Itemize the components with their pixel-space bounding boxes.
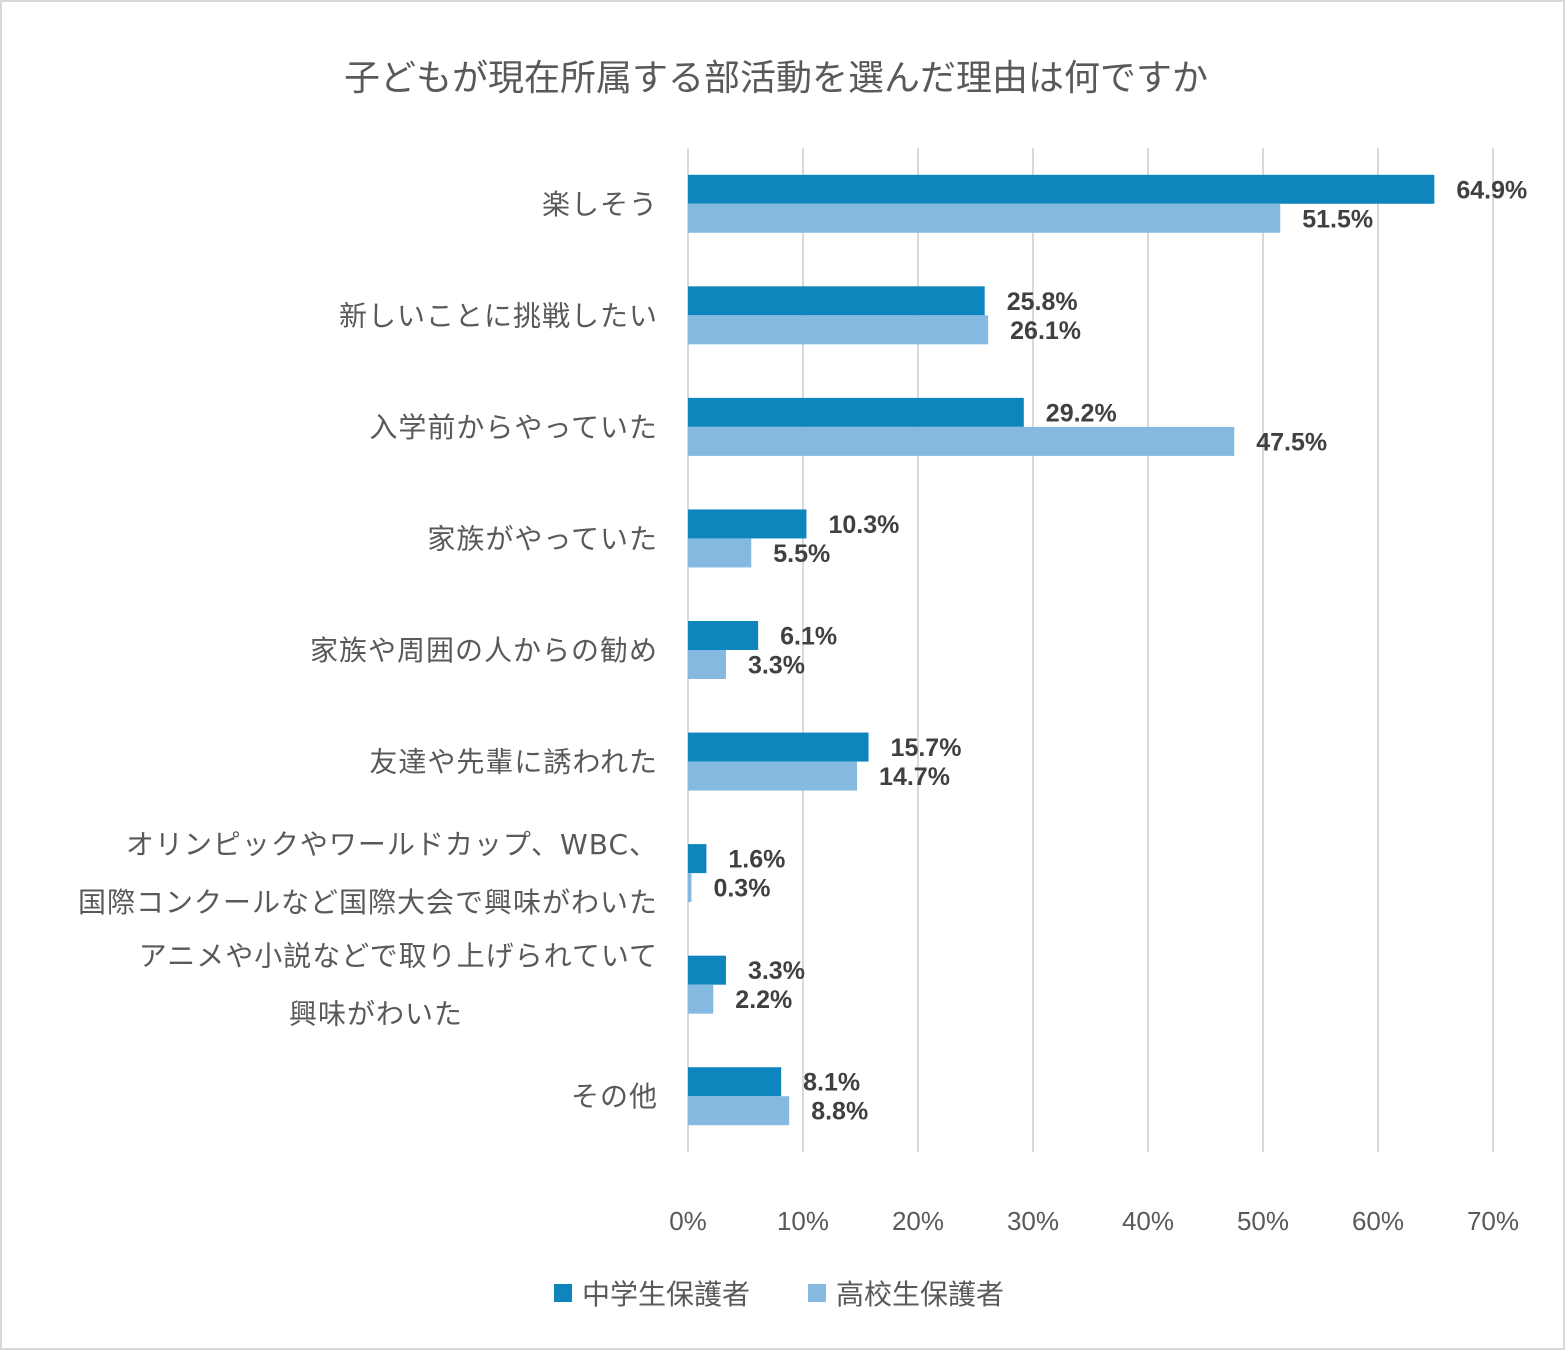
data-label: 6.1% — [780, 623, 837, 651]
x-tick-label: 10% — [777, 1206, 829, 1236]
bar — [688, 509, 807, 539]
category-label: 楽しそう — [542, 188, 658, 221]
x-tick-label: 70% — [1467, 1206, 1519, 1236]
legend: 中学生保護者 高校生保護者 — [554, 1278, 1004, 1311]
data-label: 5.5% — [773, 540, 830, 568]
bar — [688, 397, 1024, 427]
data-label: 8.1% — [803, 1069, 860, 1097]
data-label: 25.8% — [1007, 288, 1078, 316]
bar — [688, 1067, 782, 1097]
data-label: 8.8% — [811, 1098, 868, 1126]
category-label: 友達や先輩に誘われた — [369, 746, 658, 779]
bar — [688, 621, 759, 650]
chart-title: 子どもが現在所属する部活動を選んだ理由は何ですか — [344, 58, 1208, 99]
x-tick-label: 30% — [1007, 1206, 1059, 1236]
bar — [688, 174, 1435, 204]
x-tick-label: 50% — [1237, 1206, 1289, 1236]
category-label: 興味がわいた — [289, 998, 463, 1031]
legend-swatch — [554, 1284, 572, 1302]
data-label: 26.1% — [1010, 317, 1081, 345]
category-label: 入学前からやっていた — [369, 411, 658, 444]
bars — [688, 174, 1435, 1126]
legend-swatch — [808, 1284, 826, 1302]
bar — [688, 1096, 790, 1126]
bar — [688, 761, 858, 791]
category-label: その他 — [571, 1080, 658, 1113]
category-label: アニメや小説などで取り上げられていて — [139, 940, 658, 973]
data-labels: 64.9% 51.5% 25.8%26.1% 29.2% 47.5% 10.3%5.5% 6… — [713, 176, 1527, 1125]
data-label: 0.3% — [713, 875, 770, 903]
bar — [688, 732, 869, 762]
category-label: 家族や周囲の人からの勧め — [310, 634, 658, 667]
category-labels: 楽しそう新しいことに挑戦したい入学前からやっていた家族がやっていた家族や周囲の人… — [78, 188, 658, 1113]
data-label: 2.2% — [735, 986, 792, 1014]
data-label: 29.2% — [1046, 399, 1117, 427]
bar — [688, 873, 692, 903]
bar — [688, 650, 726, 679]
legend-label: 高校生保護者 — [836, 1278, 1004, 1311]
x-tick-label: 0% — [669, 1206, 707, 1236]
data-label: 1.6% — [728, 846, 785, 874]
bar — [688, 955, 726, 985]
bar — [688, 203, 1281, 233]
data-label: 47.5% — [1256, 428, 1327, 456]
category-label: 国際コンクールなど国際大会で興味がわいた — [78, 886, 658, 919]
legend-label: 中学生保護者 — [582, 1278, 750, 1311]
bar — [688, 984, 714, 1014]
x-axis-ticks: 0% 10% 20% 30% 40% 50% 60% 70% — [669, 1206, 1519, 1236]
category-label: 家族がやっていた — [427, 522, 658, 555]
data-label: 14.7% — [879, 763, 950, 791]
bar — [688, 538, 752, 568]
bar — [688, 286, 985, 316]
category-label: オリンピックやワールドカップ、WBC、 — [126, 828, 658, 861]
data-label: 64.9% — [1456, 176, 1527, 204]
data-label: 15.7% — [891, 734, 962, 762]
data-label: 51.5% — [1302, 205, 1373, 233]
data-label: 3.3% — [748, 652, 805, 680]
bar — [688, 844, 707, 874]
bar — [688, 315, 989, 345]
bar — [688, 426, 1235, 456]
x-tick-label: 60% — [1352, 1206, 1404, 1236]
x-tick-label: 20% — [892, 1206, 944, 1236]
data-label: 3.3% — [748, 957, 805, 985]
category-label: 新しいことに挑戦したい — [339, 299, 658, 332]
x-tick-label: 40% — [1122, 1206, 1174, 1236]
data-label: 10.3% — [828, 511, 899, 539]
